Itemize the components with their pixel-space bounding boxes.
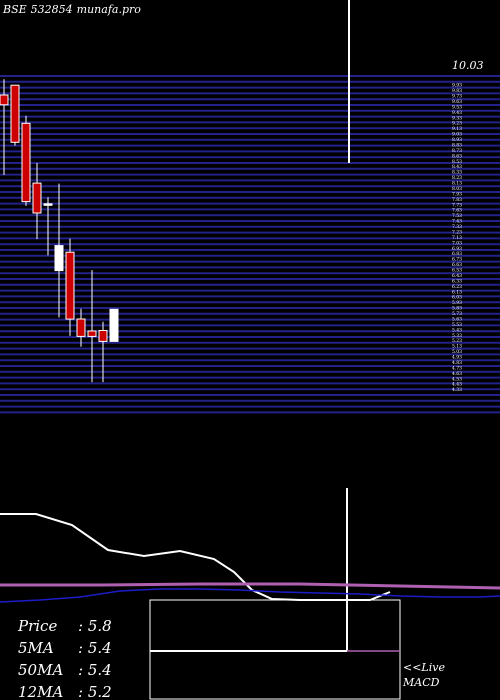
price-tick-label: 4.63 bbox=[452, 371, 462, 377]
live-label[interactable]: <<Live bbox=[403, 661, 445, 674]
price-tick-label: 6.13 bbox=[452, 289, 462, 295]
exchange-label: BSE bbox=[3, 3, 27, 16]
stat-value: : 5.4 bbox=[78, 661, 112, 679]
site-name: munafa.pro bbox=[76, 3, 141, 16]
price-tick-label: 8.33 bbox=[452, 170, 462, 176]
stat-5ma: 5MA : 5.4 bbox=[18, 637, 112, 659]
stat-price: Price : 5.8 bbox=[18, 615, 112, 637]
price-tick-label: 7.63 bbox=[452, 208, 462, 214]
price-tick-label: 5.83 bbox=[452, 306, 462, 312]
stat-label: Price bbox=[18, 617, 58, 635]
candlesticks bbox=[0, 79, 119, 383]
price-tick-label: 7.23 bbox=[452, 230, 462, 236]
price-tick-label: 8.93 bbox=[452, 137, 462, 143]
price-tick-label: 7.43 bbox=[452, 219, 462, 225]
price-tick-label: 9.33 bbox=[452, 115, 462, 121]
candle-body bbox=[109, 308, 119, 342]
candle-body bbox=[32, 182, 42, 214]
price-tick-label: 7.53 bbox=[452, 213, 462, 219]
stat-value: : 5.4 bbox=[78, 639, 112, 657]
stat-label: 50MA bbox=[18, 661, 64, 679]
price-tick-label: 9.73 bbox=[452, 94, 462, 100]
stat-label: 5MA bbox=[18, 639, 54, 657]
price-tick-label: 6.33 bbox=[452, 278, 462, 284]
chart-header: BSE 532854 munafa.pro bbox=[3, 3, 145, 16]
stat-12ma: 12MA : 5.2 bbox=[18, 681, 112, 700]
macd-labels: <<Live MACD bbox=[403, 660, 445, 690]
price-tick-label: 9.03 bbox=[452, 132, 462, 138]
stock-code: 532854 bbox=[30, 3, 73, 16]
price-tick-label: 6.03 bbox=[452, 295, 462, 301]
price-tick-label: 4.93 bbox=[452, 355, 462, 361]
price-tick-label: 5.03 bbox=[452, 349, 462, 355]
price-tick-label: 8.13 bbox=[452, 181, 462, 187]
price-tick-label: 9.93 bbox=[452, 83, 462, 89]
price-tick-label: 9.83 bbox=[452, 88, 462, 94]
macd-box bbox=[149, 599, 401, 700]
price-tick-label: 5.53 bbox=[452, 322, 462, 328]
price-tick-label: 6.93 bbox=[452, 246, 462, 252]
price-tick-label: 7.93 bbox=[452, 191, 462, 197]
price-tick-label: 8.23 bbox=[452, 175, 462, 181]
price-tick-label: 4.43 bbox=[452, 382, 462, 388]
stat-50ma: 50MA : 5.4 bbox=[18, 659, 112, 681]
price-tick-label: 4.33 bbox=[452, 387, 462, 393]
price-tick-label: 8.53 bbox=[452, 159, 462, 165]
price-tick-label: 7.03 bbox=[452, 240, 462, 246]
price-tick-label: 7.13 bbox=[452, 235, 462, 241]
price-tick-label: 5.13 bbox=[452, 344, 462, 350]
macd-title: MACD bbox=[403, 676, 440, 689]
price-tick-label: 5.63 bbox=[452, 317, 462, 323]
price-tick-label: 4.53 bbox=[452, 376, 462, 382]
price-tick-label: 9.63 bbox=[452, 99, 462, 105]
price-tick-label: 8.83 bbox=[452, 143, 462, 149]
price-tick-label: 6.43 bbox=[452, 273, 462, 279]
price-tick-label: 7.83 bbox=[452, 197, 462, 203]
price-tick-label: 5.23 bbox=[452, 338, 462, 344]
price-tick-label: 7.73 bbox=[452, 202, 462, 208]
candle-body bbox=[43, 203, 53, 206]
price-tick-label: 6.63 bbox=[452, 262, 462, 268]
price-tick-label: 9.53 bbox=[452, 104, 462, 110]
top-price-label: 10.03 bbox=[452, 59, 484, 72]
candle-body bbox=[10, 84, 20, 143]
price-tick-label: 6.83 bbox=[452, 251, 462, 257]
candle-body bbox=[76, 318, 86, 337]
candle-body bbox=[98, 330, 108, 342]
moving-average-line bbox=[0, 513, 391, 601]
candle-body bbox=[54, 245, 64, 272]
price-tick-label: 5.93 bbox=[452, 300, 462, 306]
price-tick-label: 5.43 bbox=[452, 327, 462, 333]
stats-block: Price : 5.8 5MA : 5.4 50MA : 5.4 12MA : 5.2 bbox=[18, 615, 112, 700]
price-tick-label: 8.43 bbox=[452, 164, 462, 170]
stat-label: 12MA bbox=[18, 683, 64, 700]
price-tick-labels: 9.939.839.739.639.539.439.339.239.139.03… bbox=[452, 83, 462, 394]
stat-value: : 5.8 bbox=[78, 617, 112, 635]
price-tick-label: 6.73 bbox=[452, 257, 462, 263]
price-tick-label: 8.03 bbox=[452, 186, 462, 192]
price-tick-label: 8.63 bbox=[452, 153, 462, 159]
price-tick-label: 5.73 bbox=[452, 311, 462, 317]
stat-value: : 5.2 bbox=[78, 683, 112, 700]
price-tick-label: 9.13 bbox=[452, 126, 462, 132]
price-tick-label: 8.73 bbox=[452, 148, 462, 154]
price-tick-label: 4.83 bbox=[452, 360, 462, 366]
signal-line bbox=[0, 588, 500, 603]
candle-body bbox=[65, 251, 75, 320]
candle-body bbox=[21, 122, 31, 203]
price-tick-label: 6.53 bbox=[452, 268, 462, 274]
price-tick-label: 7.33 bbox=[452, 224, 462, 230]
price-tick-label: 6.23 bbox=[452, 284, 462, 290]
price-tick-label: 4.73 bbox=[452, 365, 462, 371]
macd-line bbox=[0, 582, 500, 590]
price-tick-label: 9.23 bbox=[452, 121, 462, 127]
candle-body bbox=[0, 94, 9, 106]
candle-body bbox=[87, 330, 97, 337]
price-tick-label: 9.43 bbox=[452, 110, 462, 116]
price-grid bbox=[0, 75, 500, 414]
price-tick-label: 5.33 bbox=[452, 333, 462, 339]
